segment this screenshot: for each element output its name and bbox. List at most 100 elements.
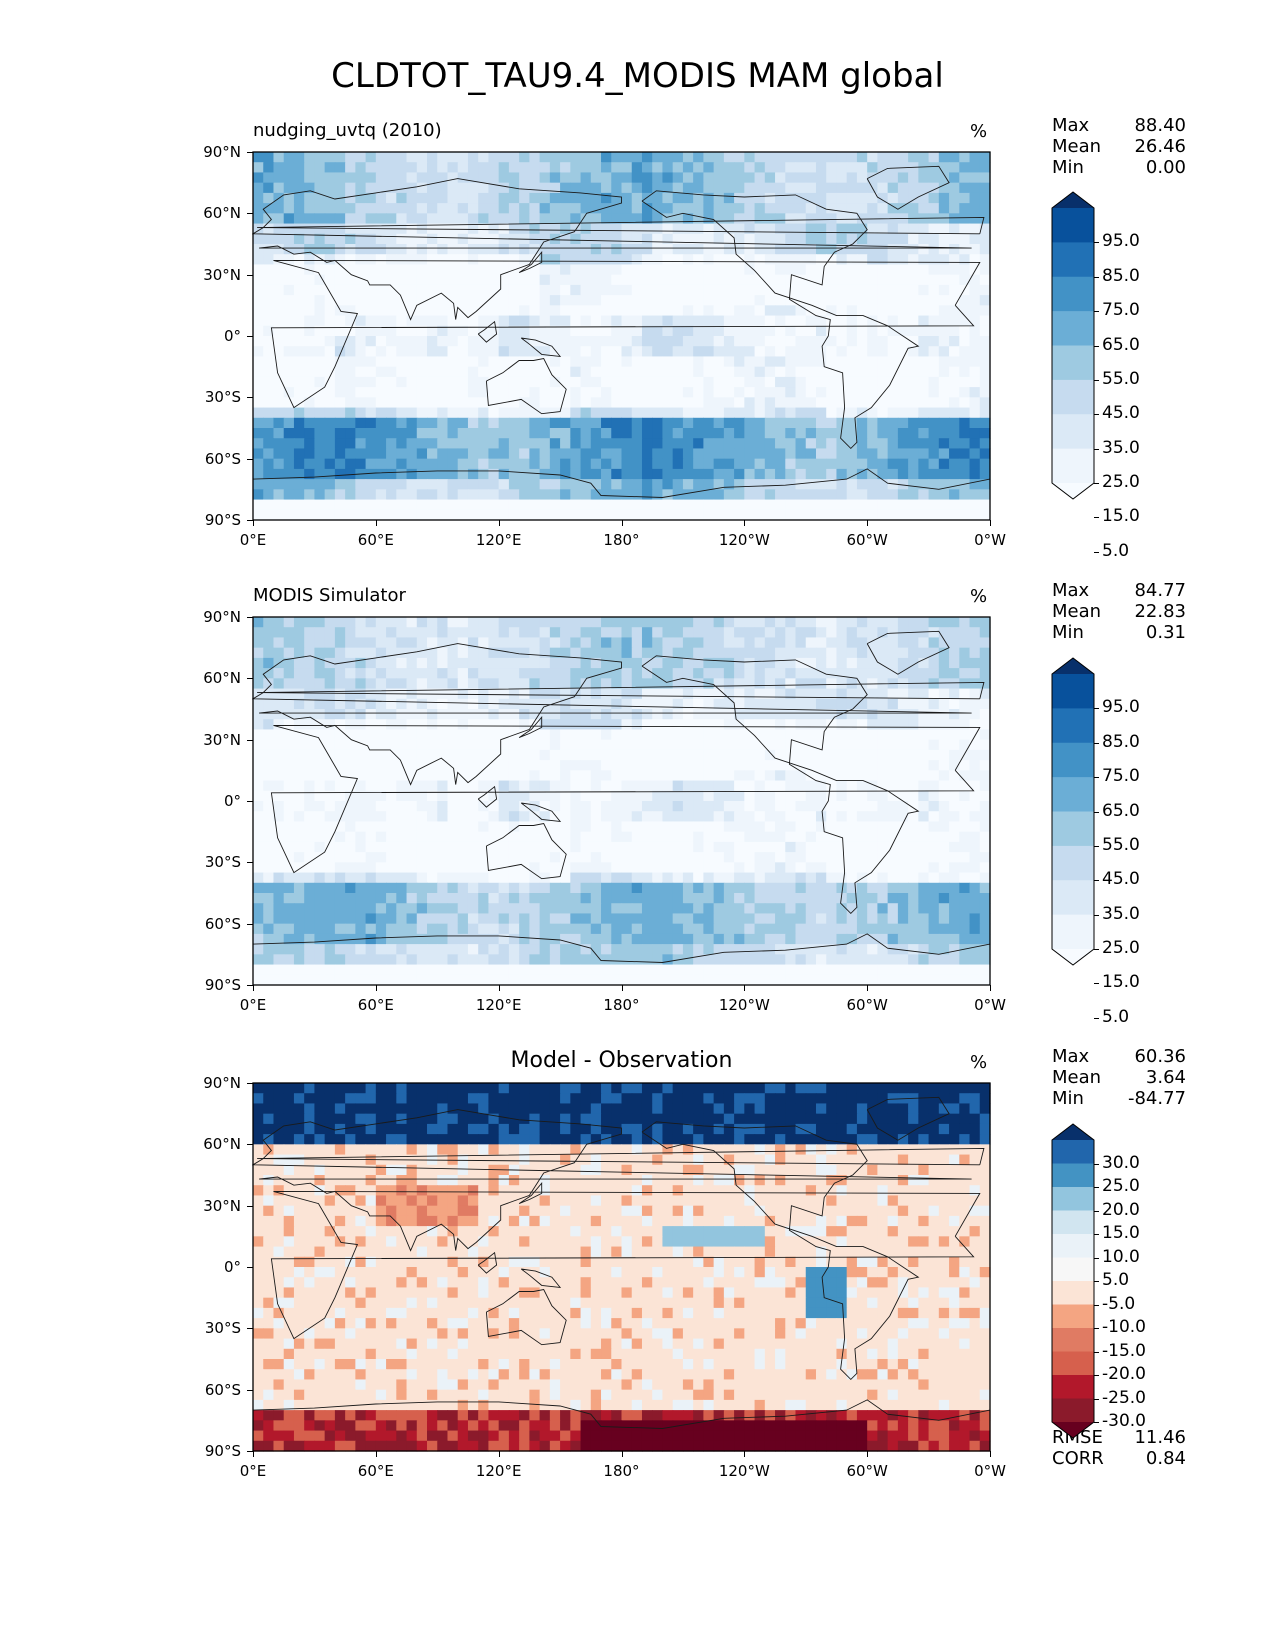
field-cell bbox=[478, 499, 490, 511]
field-cell bbox=[508, 438, 520, 450]
field-cell bbox=[457, 162, 469, 174]
field-cell bbox=[805, 821, 817, 833]
field-cell bbox=[498, 903, 510, 915]
field-cell bbox=[253, 801, 264, 812]
lat-tick-mark bbox=[247, 213, 253, 215]
field-cell bbox=[826, 244, 838, 255]
field-cell bbox=[580, 509, 592, 521]
field-cell bbox=[928, 657, 940, 669]
field-cell bbox=[938, 801, 950, 812]
field-cell bbox=[826, 668, 838, 679]
field-cell bbox=[601, 458, 612, 470]
field-cell bbox=[386, 749, 397, 761]
field-cell bbox=[324, 489, 336, 501]
field-cell bbox=[478, 428, 490, 439]
field-cell bbox=[560, 739, 571, 751]
field-cell bbox=[478, 336, 490, 347]
field-cell bbox=[457, 356, 469, 368]
field-cell bbox=[928, 428, 940, 439]
field-cell bbox=[457, 903, 469, 915]
field-cell bbox=[979, 903, 991, 915]
field-cell bbox=[703, 397, 715, 409]
field-cell bbox=[345, 729, 356, 741]
field-cell bbox=[713, 182, 725, 194]
field-cell bbox=[498, 668, 510, 679]
field-cell bbox=[846, 417, 858, 429]
field-cell bbox=[498, 274, 510, 286]
field-cell bbox=[324, 366, 336, 378]
field-cell bbox=[672, 274, 684, 286]
field-cell bbox=[734, 387, 745, 398]
field-cell bbox=[283, 770, 295, 782]
field-cell bbox=[314, 428, 326, 439]
field-cell bbox=[785, 719, 797, 731]
field-cell bbox=[887, 458, 899, 470]
field-cell bbox=[959, 213, 971, 225]
field-cell bbox=[416, 346, 428, 358]
field-cell bbox=[293, 719, 305, 731]
field-cell bbox=[590, 376, 602, 388]
field-cell bbox=[693, 315, 704, 327]
field-cell bbox=[918, 657, 930, 669]
field-cell bbox=[396, 468, 408, 480]
field-cell bbox=[713, 458, 725, 470]
field-cell bbox=[662, 366, 674, 378]
field-cell bbox=[519, 760, 530, 771]
field-cell bbox=[355, 233, 367, 245]
field-cell bbox=[764, 295, 776, 306]
field-cell bbox=[641, 627, 653, 639]
field-cell bbox=[539, 627, 551, 639]
field-cell bbox=[549, 801, 561, 812]
field-cell bbox=[856, 376, 868, 388]
field-cell bbox=[427, 203, 438, 214]
field-cell bbox=[652, 397, 664, 409]
field-cell bbox=[396, 923, 408, 935]
field-cell bbox=[908, 264, 919, 276]
field-cell bbox=[437, 172, 449, 184]
field-cell bbox=[723, 417, 735, 429]
field-cell bbox=[549, 162, 561, 174]
field-cell bbox=[887, 841, 899, 853]
field-cell bbox=[805, 923, 817, 935]
field-cell bbox=[590, 862, 602, 874]
field-cell bbox=[529, 428, 541, 439]
field-cell bbox=[805, 688, 817, 700]
field-cell bbox=[928, 284, 940, 296]
field-cell bbox=[703, 627, 715, 639]
field-cell bbox=[345, 192, 356, 204]
field-cell bbox=[815, 284, 827, 296]
field-cell bbox=[539, 397, 551, 409]
field-cell bbox=[498, 284, 510, 296]
field-cell bbox=[263, 244, 275, 255]
field-cell bbox=[580, 719, 592, 731]
field-cell bbox=[334, 182, 346, 194]
field-cell bbox=[836, 264, 848, 276]
field-cell bbox=[314, 862, 326, 874]
field-cell bbox=[887, 862, 899, 874]
field-cell bbox=[498, 872, 510, 884]
field-cell bbox=[427, 647, 438, 659]
field-cell bbox=[949, 376, 960, 388]
field-cell bbox=[652, 801, 664, 812]
field-cell bbox=[672, 760, 684, 771]
field-cell bbox=[334, 882, 346, 894]
field-cell bbox=[580, 811, 592, 823]
field-cell bbox=[785, 387, 797, 398]
field-cell bbox=[703, 709, 715, 720]
field-cell bbox=[979, 336, 991, 347]
field-cell bbox=[887, 366, 899, 378]
field-cell bbox=[253, 647, 264, 659]
field-cell bbox=[457, 627, 469, 639]
panel-2-stat-mean: Mean 22.83 bbox=[1052, 601, 1186, 622]
field-cell bbox=[580, 903, 592, 915]
field-cell bbox=[386, 637, 397, 649]
field-cell bbox=[713, 862, 725, 874]
field-cell bbox=[519, 657, 530, 669]
field-cell bbox=[304, 438, 316, 450]
field-cell bbox=[693, 923, 704, 935]
field-cell bbox=[396, 760, 408, 771]
field-cell bbox=[375, 821, 387, 833]
field-cell bbox=[467, 872, 479, 884]
field-cell bbox=[386, 428, 397, 439]
field-cell bbox=[478, 325, 490, 337]
